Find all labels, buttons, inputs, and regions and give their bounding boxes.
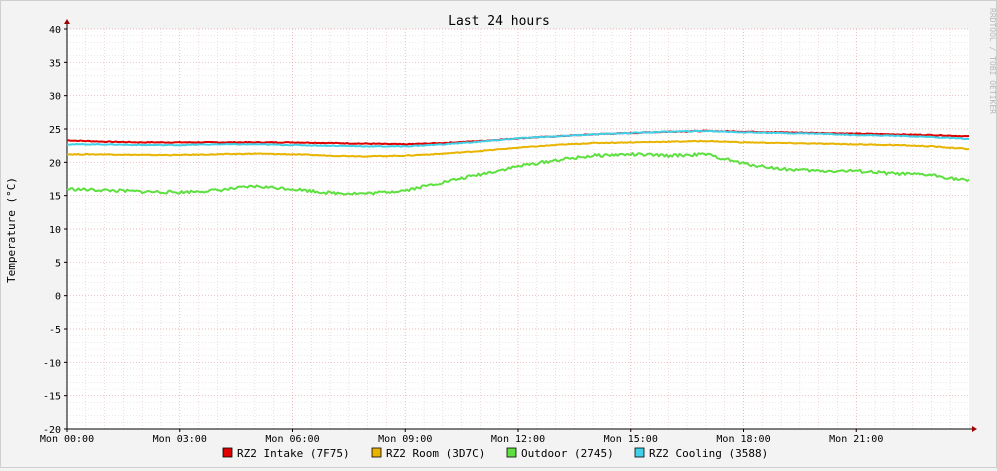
legend: RZ2 Intake (7F75) RZ2 Room (3D7C) Outdoor … xyxy=(222,447,768,460)
legend-label: Outdoor (2745) xyxy=(521,447,614,460)
y-axis-label: Temperature (°C) xyxy=(5,177,18,283)
legend-label: RZ2 Intake (7F75) xyxy=(237,447,350,460)
legend-swatch xyxy=(222,447,233,458)
axes xyxy=(64,19,977,432)
y-tick-label: -20 xyxy=(43,425,61,436)
y-tick-labels: 40 35 30 25 20 15 10 5 0 -5 -10 -15 -20 xyxy=(43,25,61,436)
legend-swatch xyxy=(371,447,382,458)
y-tick-label: -10 xyxy=(43,358,61,369)
y-tick-label: 0 xyxy=(55,292,61,303)
legend-label: RZ2 Cooling (3588) xyxy=(649,447,768,460)
series-line xyxy=(66,152,970,196)
watermark: RRDTOOL / TOBI OETIKER xyxy=(988,8,996,114)
series-lines xyxy=(66,129,970,196)
grid xyxy=(66,28,969,430)
x-tick-label: Mon 06:00 xyxy=(265,434,319,445)
series-line xyxy=(66,129,970,148)
y-tick-label: -15 xyxy=(43,392,61,403)
legend-swatch xyxy=(506,447,517,458)
y-tick-label: 15 xyxy=(49,192,61,203)
series-line xyxy=(66,139,970,158)
y-tick-label: 35 xyxy=(49,58,61,69)
y-tick-label: 30 xyxy=(49,92,61,103)
x-axis-arrow xyxy=(972,426,977,432)
x-tick-label: Mon 21:00 xyxy=(829,434,883,445)
y-tick-label: 20 xyxy=(49,158,61,169)
x-tick-label: Mon 09:00 xyxy=(378,434,432,445)
y-tick-label: 25 xyxy=(49,125,61,136)
x-tick-label: Mon 18:00 xyxy=(716,434,770,445)
x-tick-labels: Mon 00:00 Mon 03:00 Mon 06:00 Mon 09:00 Mon … xyxy=(40,434,883,445)
y-axis-arrow xyxy=(64,19,70,24)
y-tick-label: 10 xyxy=(49,225,61,236)
x-tick-label: Mon 03:00 xyxy=(153,434,207,445)
x-tick-label: Mon 00:00 xyxy=(40,434,94,445)
x-tick-label: Mon 12:00 xyxy=(491,434,545,445)
y-tick-label: 5 xyxy=(55,258,61,269)
legend-swatch xyxy=(634,447,645,458)
y-tick-label: -5 xyxy=(49,325,61,336)
chart-title: Last 24 hours xyxy=(448,14,550,29)
legend-label: RZ2 Room (3D7C) xyxy=(386,447,485,460)
x-tick-label: Mon 15:00 xyxy=(604,434,658,445)
y-tick-label: 40 xyxy=(49,25,61,36)
